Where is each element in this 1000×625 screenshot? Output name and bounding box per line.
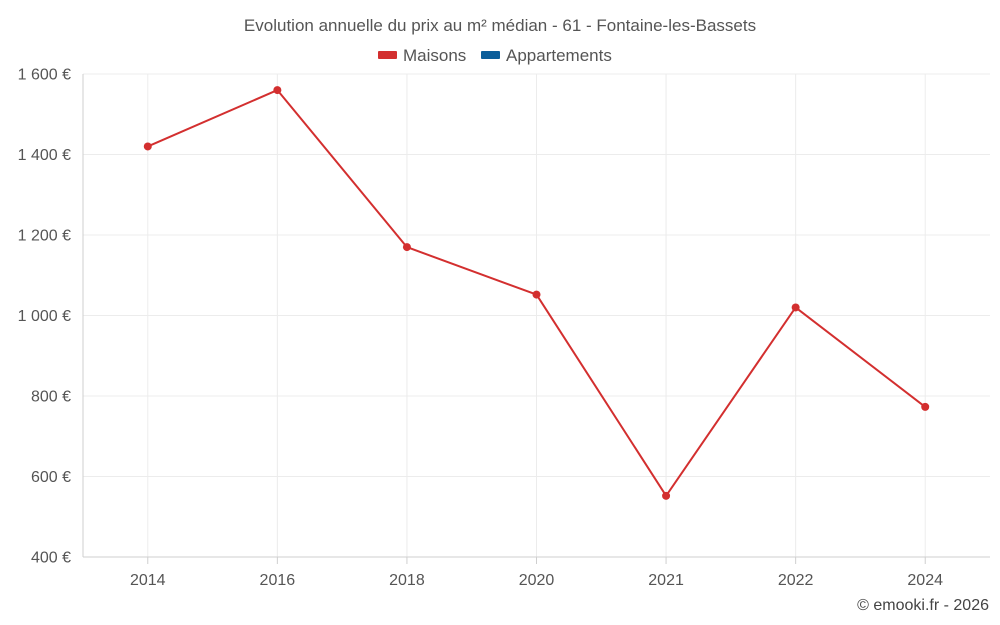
data-point-maisons-2021[interactable] — [662, 491, 671, 500]
legend-label-maisons: Maisons — [403, 46, 466, 65]
y-tick-label: 400 € — [31, 550, 71, 567]
y-tick-label: 1 400 € — [18, 147, 71, 164]
axes — [82, 74, 990, 564]
y-tick-label: 600 € — [31, 469, 71, 486]
credit-text: © emooki.fr - 2026 — [857, 597, 989, 614]
data-point-maisons-2024[interactable] — [921, 402, 930, 411]
x-tick-label: 2024 — [907, 572, 943, 589]
x-tick-label: 2014 — [130, 572, 166, 589]
series-layer — [143, 86, 930, 500]
x-axis-ticks: 2014 2016 2018 2020 2021 2022 2024 — [130, 572, 943, 589]
x-tick-label: 2018 — [389, 572, 425, 589]
legend-item-appartements[interactable]: Appartements — [481, 46, 612, 65]
y-tick-label: 1 200 € — [18, 228, 71, 245]
legend-item-maisons[interactable]: Maisons — [378, 46, 466, 65]
x-tick-label: 2021 — [648, 572, 684, 589]
data-point-maisons-2016[interactable] — [273, 86, 282, 95]
y-tick-label: 1 600 € — [18, 67, 71, 84]
legend-swatch-maisons — [378, 51, 397, 59]
data-point-maisons-2022[interactable] — [791, 303, 800, 312]
x-tick-label: 2016 — [260, 572, 296, 589]
legend-swatch-appartements — [481, 51, 500, 59]
data-point-maisons-2014[interactable] — [143, 142, 152, 151]
y-tick-label: 1 000 € — [18, 308, 71, 325]
chart-title: Evolution annuelle du prix au m² médian … — [244, 16, 756, 35]
y-tick-label: 800 € — [31, 389, 71, 406]
x-tick-label: 2020 — [519, 572, 555, 589]
legend: Maisons Appartements — [378, 46, 612, 65]
legend-label-appartements: Appartements — [506, 46, 612, 65]
data-point-maisons-2018[interactable] — [402, 243, 411, 252]
grid — [83, 73, 990, 558]
y-axis-ticks: 1 600 € 1 400 € 1 200 € 1 000 € 800 € 600 € 40… — [18, 67, 71, 567]
data-point-maisons-2020[interactable] — [532, 290, 541, 299]
x-tick-label: 2022 — [778, 572, 814, 589]
